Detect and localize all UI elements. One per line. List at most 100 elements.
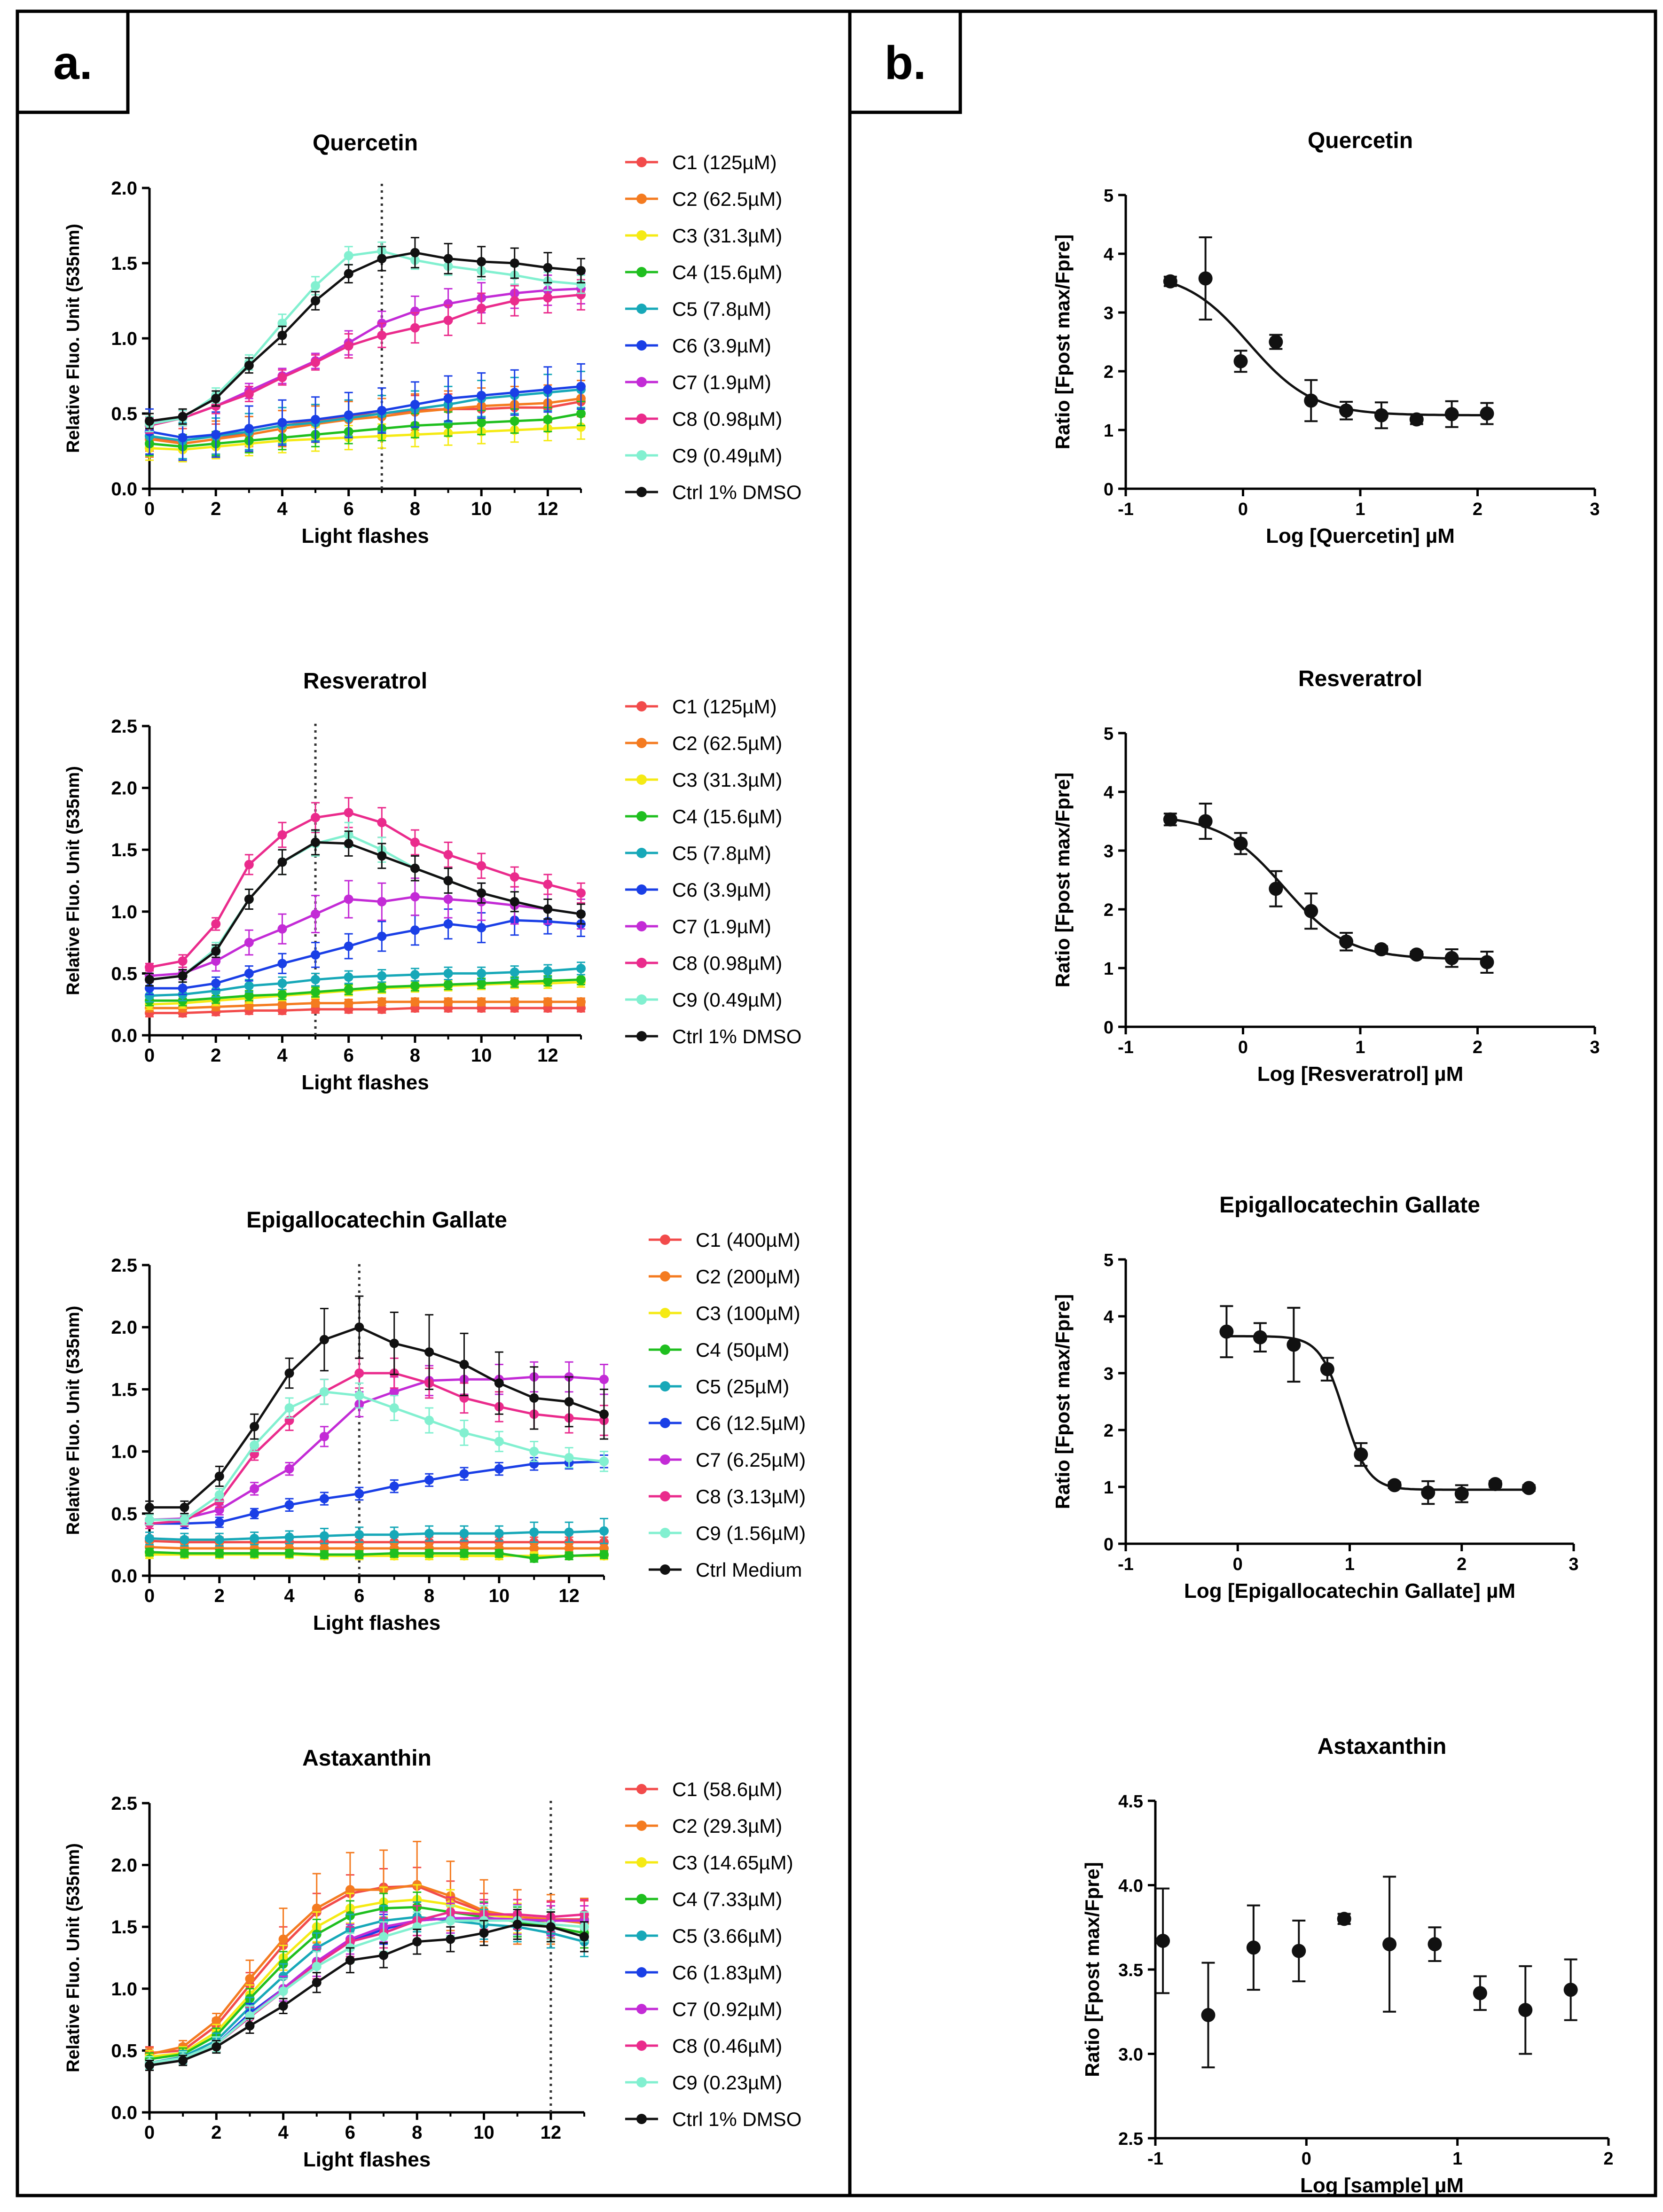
data-point — [214, 1535, 224, 1545]
legend-marker — [636, 774, 647, 785]
y-tick-label: 1.5 — [111, 253, 137, 274]
data-point — [250, 1533, 259, 1543]
data-point — [345, 1955, 355, 1965]
data-point — [145, 2060, 154, 2070]
series-line — [149, 1923, 585, 2067]
data-point — [214, 1471, 224, 1481]
data-point — [284, 1532, 294, 1542]
data-point — [311, 975, 321, 985]
chart-a4: 0 2 4 6 8 10 12 0.0 0.5 1.0 1.5 2.0 2.5 Astaxanthin Li… — [63, 1746, 801, 2171]
data-point — [543, 414, 553, 424]
data-point — [312, 1978, 322, 1987]
fit-curve — [1169, 281, 1487, 417]
data-point — [1488, 1477, 1503, 1491]
chart-a3: 0 2 4 6 8 10 12 0.0 0.5 1.0 1.5 2.0 2.5 Epigallocatec… — [63, 1208, 806, 1634]
data-point — [477, 997, 486, 1007]
y-tick-label: 2.0 — [111, 1317, 137, 1338]
data-point — [284, 1403, 294, 1413]
legend-marker — [636, 921, 647, 931]
data-point — [410, 399, 420, 409]
data-point — [354, 1322, 364, 1332]
series-Ctrl — [145, 1908, 589, 2071]
legend-marker — [636, 487, 647, 497]
data-point — [424, 1475, 434, 1485]
data-point — [178, 2056, 188, 2065]
x-axis-label: Light flashes — [303, 2148, 431, 2171]
data-point — [410, 323, 420, 333]
data-point — [1409, 412, 1424, 427]
data-point — [377, 406, 387, 415]
legend-marker — [636, 1857, 647, 1868]
data-point — [1233, 354, 1248, 368]
panel-b-label: b. — [885, 37, 926, 89]
x-tick-label: 10 — [471, 1045, 492, 1066]
y-tick-label: 2 — [1104, 1421, 1114, 1441]
series-line — [149, 412, 581, 448]
x-axis-label: Log [Epigallocatechin Gallate] µM — [1184, 1579, 1515, 1602]
y-tick-label: 3 — [1104, 1364, 1114, 1384]
y-tick-label: 0 — [1104, 1535, 1114, 1555]
data-point — [145, 975, 154, 985]
data-point — [477, 304, 486, 313]
data-point — [377, 1004, 387, 1014]
y-axis-label: Relative Fluo. Unit (535nm) — [63, 1306, 83, 1535]
data-point — [145, 991, 154, 1000]
data-point — [1374, 408, 1388, 422]
data-point — [180, 1535, 189, 1545]
y-tick-label: 1 — [1104, 421, 1114, 441]
data-point — [543, 997, 553, 1007]
chart-title: Astaxanthin — [302, 1746, 431, 1771]
data-point — [599, 1409, 609, 1419]
series-line — [149, 293, 581, 427]
x-tick-label: 6 — [344, 1045, 354, 1066]
legend-marker — [636, 2114, 647, 2124]
data-point — [477, 861, 486, 871]
data-point — [1233, 836, 1248, 851]
data-point — [410, 863, 420, 873]
chart-b4: -1 0 1 2 2.5 3.0 3.5 4.0 4.5 Astaxanthin Log [samp… — [1081, 1734, 1614, 2197]
x-tick-label: 2 — [1603, 2149, 1613, 2169]
data-point — [543, 293, 553, 303]
data-point — [529, 1553, 539, 1563]
data-point — [212, 2016, 221, 2026]
x-tick-label: 3 — [1569, 1555, 1578, 1574]
data-point — [1269, 882, 1283, 896]
data-point — [277, 990, 287, 1000]
data-point — [311, 998, 321, 1008]
legend-label: C9 (1.56µM) — [696, 1522, 806, 1544]
data-point — [245, 2021, 255, 2031]
data-point — [543, 879, 553, 889]
x-tick-label: 0 — [144, 1045, 155, 1066]
series-line — [149, 919, 581, 990]
legend-label: C8 (0.98µM) — [672, 408, 782, 430]
data-point — [1320, 1362, 1334, 1376]
x-tick-label: 2 — [211, 1045, 221, 1066]
data-point — [510, 296, 519, 305]
series-line — [149, 1000, 581, 1009]
x-tick-label: 0 — [144, 2122, 155, 2143]
data-point — [344, 941, 353, 951]
data-point — [1163, 274, 1177, 289]
chart-title: Resveratrol — [1298, 666, 1422, 691]
legend-marker — [636, 848, 647, 858]
data-point — [443, 299, 453, 309]
data-point — [214, 1490, 224, 1500]
data-point — [377, 931, 387, 941]
x-axis-label: Light flashes — [301, 1071, 429, 1094]
chart-a2: 0 2 4 6 8 10 12 0.0 0.5 1.0 1.5 2.0 2.5 Resveratrol Li… — [63, 669, 801, 1094]
data-point — [244, 389, 254, 399]
y-axis-label: Relative Fluo. Unit (535nm) — [63, 1843, 83, 2072]
data-point — [1480, 406, 1494, 421]
x-tick-label: 12 — [558, 1586, 580, 1606]
x-tick-label: 6 — [344, 499, 354, 519]
data-point — [543, 976, 553, 986]
data-point — [543, 263, 553, 273]
data-point — [354, 1489, 364, 1499]
data-point — [459, 1360, 469, 1369]
data-point — [410, 925, 420, 935]
data-point — [277, 924, 287, 934]
data-point — [580, 1932, 589, 1942]
data-point — [510, 897, 519, 907]
data-point — [1409, 947, 1424, 962]
